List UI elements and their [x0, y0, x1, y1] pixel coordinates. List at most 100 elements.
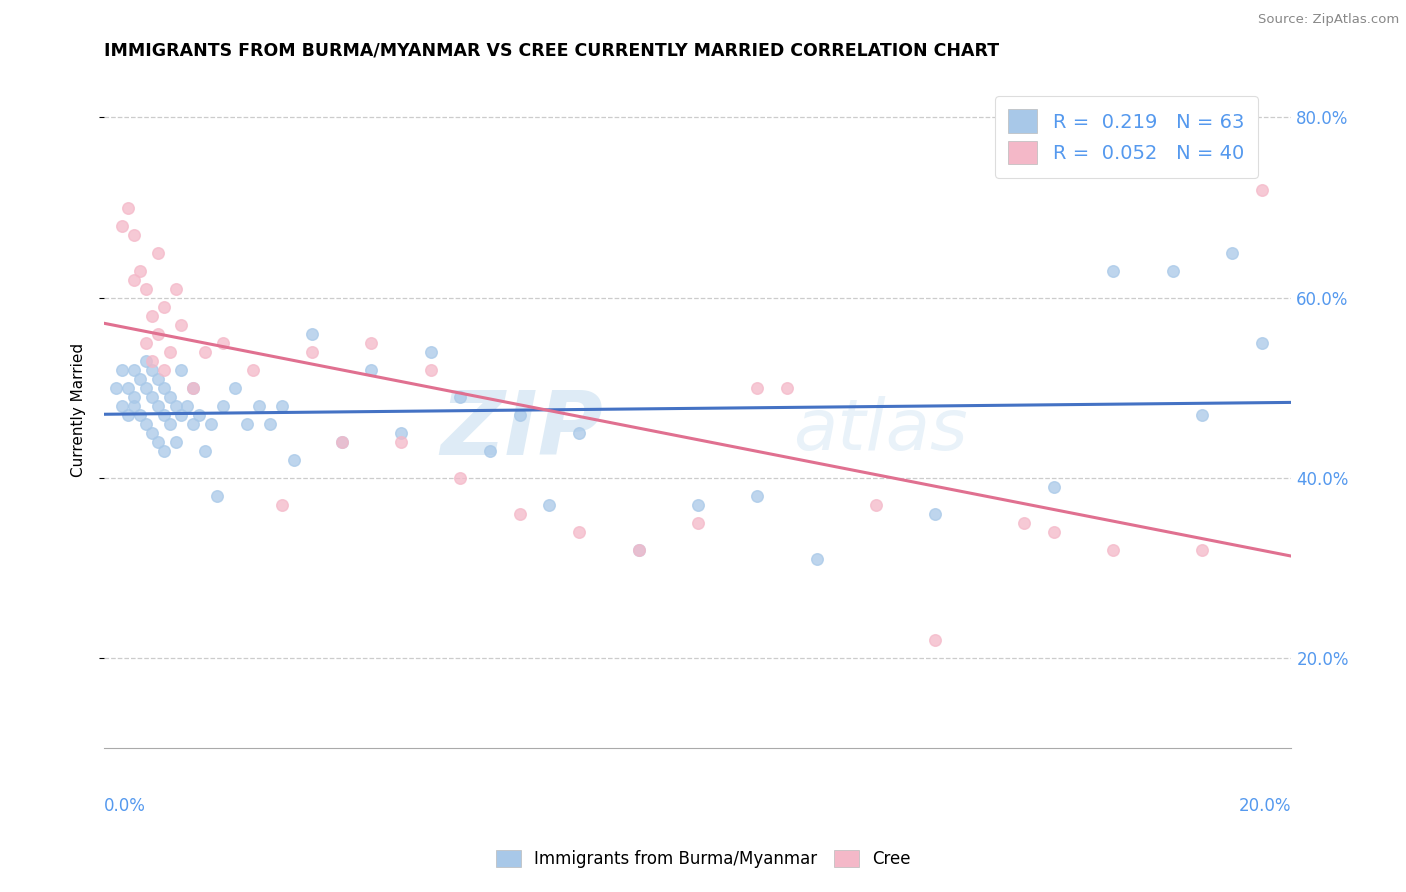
Point [236, 417, 259, 431]
Point [1220, 245, 1243, 260]
Point [111, 362, 134, 376]
Point [686, 498, 709, 512]
Point [271, 498, 294, 512]
Point [117, 201, 139, 215]
Point [212, 335, 235, 350]
Point [159, 417, 181, 431]
Point [152, 362, 174, 376]
Point [330, 434, 353, 449]
Point [1102, 263, 1125, 277]
Point [117, 408, 139, 422]
Point [170, 318, 193, 332]
Point [224, 381, 246, 395]
Point [141, 309, 163, 323]
Point [865, 498, 887, 512]
Text: ZIP: ZIP [440, 387, 603, 474]
Point [776, 381, 799, 395]
Point [183, 381, 205, 395]
Point [686, 516, 709, 530]
Point [568, 425, 591, 440]
Point [165, 434, 187, 449]
Point [135, 282, 157, 296]
Point [194, 443, 217, 458]
Point [183, 417, 205, 431]
Point [183, 381, 205, 395]
Point [449, 471, 471, 485]
Point [159, 390, 181, 404]
Point [1161, 263, 1184, 277]
Point [509, 408, 531, 422]
Point [200, 417, 222, 431]
Point [360, 335, 382, 350]
Point [135, 417, 157, 431]
Point [747, 381, 769, 395]
Point [141, 362, 163, 376]
Point [479, 443, 502, 458]
Point [924, 632, 946, 647]
Point [117, 381, 139, 395]
Point [1250, 182, 1272, 196]
Point [1191, 542, 1213, 557]
Point [141, 425, 163, 440]
Point [283, 452, 305, 467]
Point [538, 498, 561, 512]
Point [129, 372, 152, 386]
Point [568, 524, 591, 539]
Point [146, 399, 169, 413]
Point [330, 434, 353, 449]
Point [135, 381, 157, 395]
Point [129, 263, 152, 277]
Point [152, 408, 174, 422]
Point [419, 362, 441, 376]
Point [111, 219, 134, 233]
Text: Source: ZipAtlas.com: Source: ZipAtlas.com [1258, 13, 1399, 27]
Legend: R =  0.219   N = 63, R =  0.052   N = 40: R = 0.219 N = 63, R = 0.052 N = 40 [994, 95, 1258, 178]
Point [627, 542, 650, 557]
Point [122, 399, 145, 413]
Point [122, 362, 145, 376]
Point [924, 507, 946, 521]
Point [165, 399, 187, 413]
Point [170, 408, 193, 422]
Point [509, 507, 531, 521]
Point [1250, 335, 1272, 350]
Point [122, 390, 145, 404]
Point [747, 489, 769, 503]
Point [242, 362, 264, 376]
Point [389, 434, 412, 449]
Point [247, 399, 270, 413]
Point [146, 245, 169, 260]
Point [135, 335, 157, 350]
Point [806, 551, 828, 566]
Point [1043, 480, 1066, 494]
Point [135, 353, 157, 368]
Point [122, 227, 145, 242]
Point [152, 381, 174, 395]
Point [111, 399, 134, 413]
Point [1014, 516, 1036, 530]
Point [152, 443, 174, 458]
Point [129, 408, 152, 422]
Point [1191, 408, 1213, 422]
Point [271, 399, 294, 413]
Point [141, 353, 163, 368]
Point [205, 489, 228, 503]
Point [360, 362, 382, 376]
Point [146, 326, 169, 341]
Point [301, 326, 323, 341]
Legend: Immigrants from Burma/Myanmar, Cree: Immigrants from Burma/Myanmar, Cree [489, 843, 917, 875]
Text: atlas: atlas [793, 396, 967, 465]
Point [301, 344, 323, 359]
Point [449, 390, 471, 404]
Point [1043, 524, 1066, 539]
Point [194, 344, 217, 359]
Y-axis label: Currently Married: Currently Married [72, 343, 86, 477]
Point [159, 344, 181, 359]
Point [1102, 542, 1125, 557]
Point [105, 381, 128, 395]
Point [122, 272, 145, 286]
Text: 20.0%: 20.0% [1239, 797, 1292, 814]
Point [188, 408, 211, 422]
Point [152, 300, 174, 314]
Point [141, 390, 163, 404]
